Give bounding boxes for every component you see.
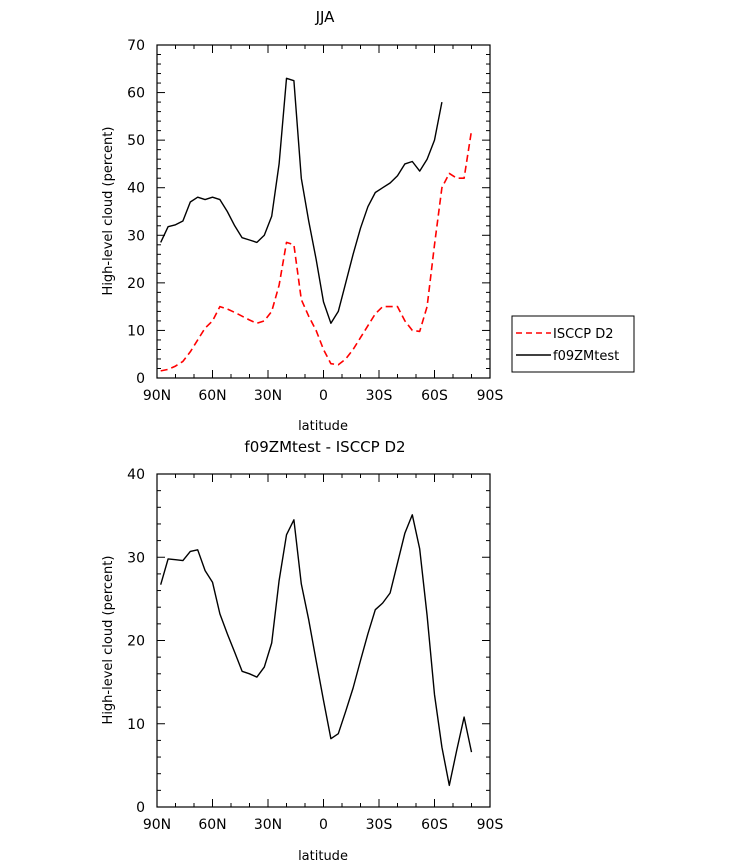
series-group-top [160,77,473,372]
chart-title-top: JJA [315,8,336,26]
x-tick-label: 0 [319,388,328,404]
y-tick-label: 30 [127,550,145,566]
panel-bottom: f09ZMtest - ISCCP D2 90N 60N 30N 0 30S 60S 90S… [101,438,503,864]
y-tick-label: 30 [127,228,145,244]
y-axis-label-top: High-level cloud (percent) [101,127,116,296]
x-tick-label: 60S [421,388,448,404]
axis-ticks-bottom: 90N 60N 30N 0 30S 60S 90S 0 10 20 30 40 [127,467,503,833]
legend-box [511,315,635,373]
y-tick-label: 40 [127,181,145,197]
series-group-bottom [160,514,473,787]
legend: ISCCP D2 f09ZMtest [511,315,635,373]
x-tick-label: 60N [198,388,226,404]
y-tick-label: 0 [136,800,145,816]
series-line-f09zmtest [160,77,443,324]
x-tick-label: 90S [477,388,504,404]
y-axis-label-bottom: High-level cloud (percent) [101,556,116,725]
y-tick-label: 0 [136,371,145,387]
series-line-difference [160,514,473,787]
legend-label-f09zmtest: f09ZMtest [553,349,619,364]
y-tick-label: 20 [127,634,145,650]
chart-title-bottom: f09ZMtest - ISCCP D2 [244,438,405,456]
y-tick-label: 50 [127,133,145,149]
y-tick-label: 10 [127,323,145,339]
x-tick-label: 60S [421,817,448,833]
plot-frame-top [156,44,491,379]
legend-label-isccp: ISCCP D2 [553,327,614,342]
x-tick-label: 90S [477,817,504,833]
x-tick-label: 90N [143,817,171,833]
series-line-isccp-d2 [160,130,473,372]
panel-top: JJA 90N 60N 30N 0 30S 60S 90S 0 10 20 30 40 50 60 70 l… [101,8,503,434]
axis-ticks-top: 90N 60N 30N 0 30S 60S 90S 0 10 20 30 40 50 60 70 [127,38,503,404]
y-tick-label: 10 [127,717,145,733]
x-tick-label: 30S [366,388,393,404]
y-tick-label: 70 [127,38,145,54]
x-tick-label: 0 [319,817,328,833]
x-tick-label: 90N [143,388,171,404]
y-tick-label: 60 [127,86,145,102]
y-tick-label: 20 [127,276,145,292]
x-axis-label-bottom: latitude [298,849,348,864]
x-tick-label: 30S [366,817,393,833]
x-tick-label: 30N [254,817,282,833]
x-tick-label: 60N [198,817,226,833]
plot-frame-bottom [156,473,491,808]
x-axis-label-top: latitude [298,419,348,434]
x-tick-label: 30N [254,388,282,404]
y-tick-label: 40 [127,467,145,483]
